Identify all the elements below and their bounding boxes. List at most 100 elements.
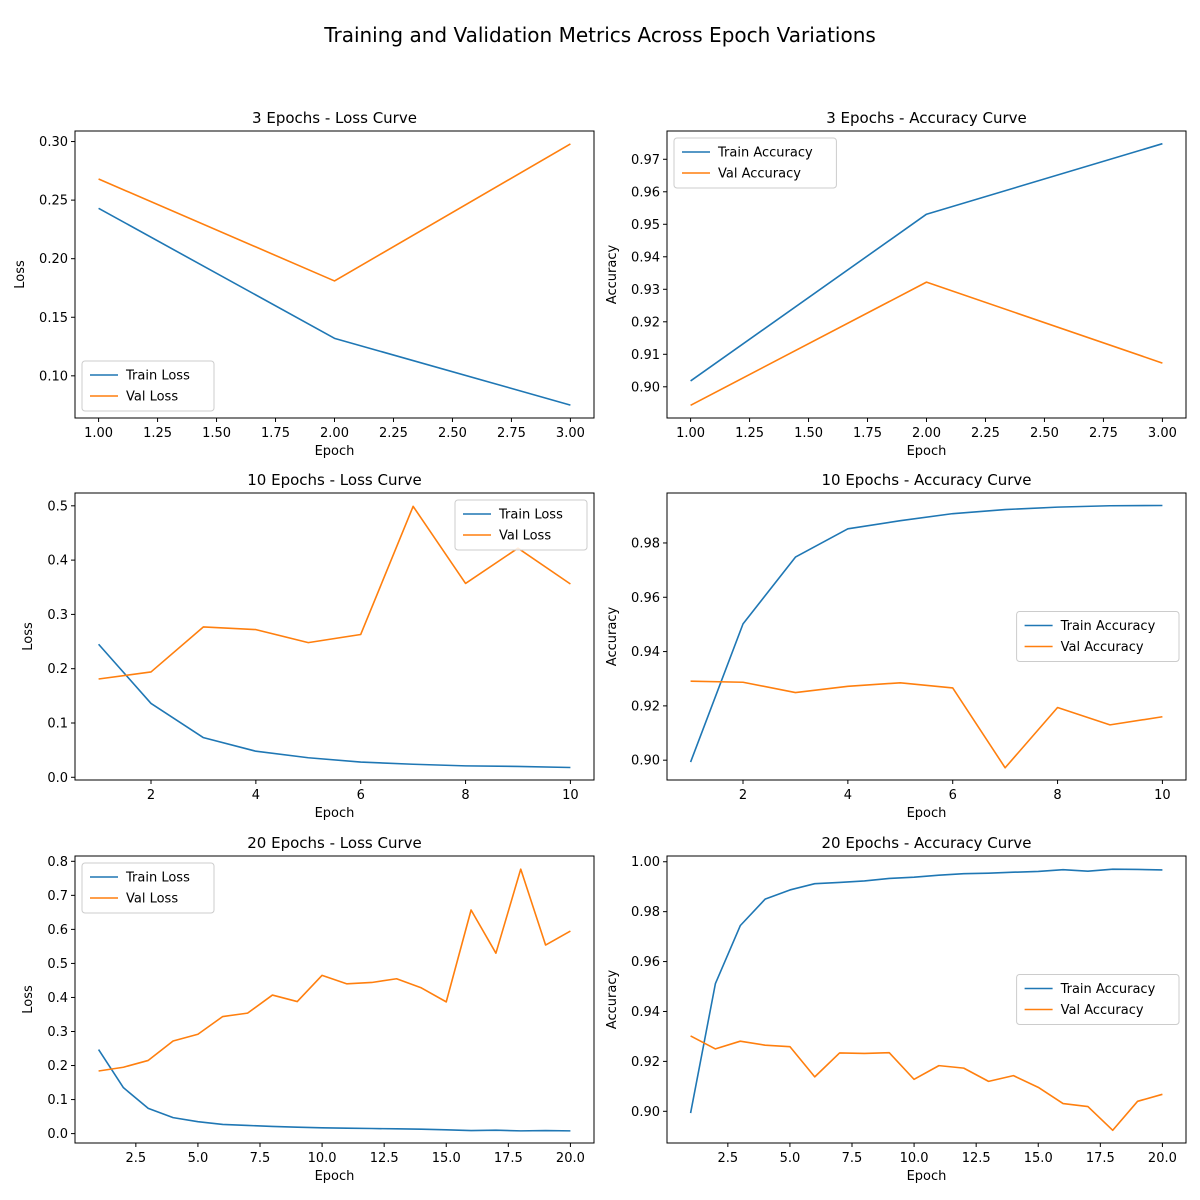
y-tick-label: 0.4 bbox=[47, 554, 68, 569]
y-tick-label: 0.92 bbox=[631, 315, 660, 330]
series-line-train-loss bbox=[97, 1049, 571, 1132]
x-tick-label: 6 bbox=[949, 788, 957, 803]
x-tick-label: 1.25 bbox=[143, 426, 172, 441]
x-tick-label: 8 bbox=[461, 788, 469, 803]
y-tick-label: 0.96 bbox=[631, 591, 660, 606]
y-tick-label: 0.2 bbox=[47, 662, 68, 677]
series-line-val-loss bbox=[98, 143, 571, 282]
series-line-val-accuracy bbox=[690, 281, 1163, 407]
y-tick-label: 0.5 bbox=[47, 957, 68, 972]
x-tick-label: 2.5 bbox=[717, 1151, 738, 1166]
legend-label-val-loss: Val Loss bbox=[126, 892, 178, 907]
y-tick-label: 0.10 bbox=[39, 369, 68, 384]
y-tick-label: 0.1 bbox=[47, 1093, 68, 1108]
y-tick-label: 0.6 bbox=[47, 923, 68, 938]
x-tick-label: 2.5 bbox=[125, 1151, 146, 1166]
y-tick-label: 0.30 bbox=[39, 135, 68, 150]
x-tick-label: 10.0 bbox=[900, 1151, 929, 1166]
x-tick-label: 1.25 bbox=[735, 426, 764, 441]
y-tick-label: 0.0 bbox=[47, 771, 68, 786]
x-tick-label: 2.75 bbox=[1089, 426, 1118, 441]
panel-3-epochs-loss: 3 Epochs - Loss Curve 1.00 1.25 1.50 1.75 2.0… bbox=[13, 109, 595, 459]
series-line-val-accuracy bbox=[690, 1035, 1163, 1132]
panel-3-epochs-accuracy: 3 Epochs - Accuracy Curve 1.00 1.25 1.50 1.7… bbox=[605, 109, 1187, 459]
x-tick-label: 2.00 bbox=[912, 426, 941, 441]
x-axis-label: Epoch bbox=[315, 444, 355, 459]
y-tick-label: 0.90 bbox=[631, 754, 660, 769]
x-tick-label: 15.0 bbox=[432, 1151, 461, 1166]
plot-frame bbox=[74, 130, 595, 419]
y-tick-label: 0.96 bbox=[631, 955, 660, 970]
y-tick-label: 0.94 bbox=[631, 250, 660, 265]
y-axis-label: Accuracy bbox=[605, 607, 620, 667]
x-tick-label: 17.5 bbox=[1086, 1151, 1115, 1166]
y-axis-label: Accuracy bbox=[605, 970, 620, 1030]
legend: Train Loss Val Loss bbox=[454, 499, 588, 551]
x-tick-label: 8 bbox=[1053, 788, 1061, 803]
legend-box bbox=[81, 862, 215, 914]
legend-label-train-accuracy: Train Accuracy bbox=[1060, 982, 1156, 997]
y-tick-label: 0.25 bbox=[39, 194, 68, 209]
x-axis-label: Epoch bbox=[907, 1169, 947, 1184]
y-tick-label: 0.2 bbox=[47, 1059, 68, 1074]
y-tick-label: 0.3 bbox=[47, 608, 68, 623]
legend-label-val-loss: Val Loss bbox=[499, 529, 551, 544]
panel-title: 3 Epochs - Loss Curve bbox=[252, 109, 417, 127]
y-tick-label: 0.91 bbox=[631, 348, 660, 363]
y-axis-label: Accuracy bbox=[605, 245, 620, 305]
plot-frame bbox=[666, 855, 1187, 1144]
series-line-train-accuracy bbox=[689, 868, 1163, 1114]
x-tick-label: 1.00 bbox=[84, 426, 113, 441]
legend-box bbox=[454, 499, 588, 551]
legend-label-val-loss: Val Loss bbox=[126, 390, 178, 405]
x-tick-label: 2.25 bbox=[379, 426, 408, 441]
y-tick-label: 0.98 bbox=[631, 905, 660, 920]
legend: Train Loss Val Loss bbox=[81, 360, 215, 412]
legend-box bbox=[1016, 611, 1180, 662]
x-axis-label: Epoch bbox=[315, 1169, 355, 1184]
x-tick-label: 2.50 bbox=[1030, 426, 1059, 441]
y-tick-label: 0.90 bbox=[631, 1105, 660, 1120]
y-tick-label: 0.15 bbox=[39, 311, 68, 326]
x-tick-label: 10.0 bbox=[308, 1151, 337, 1166]
x-tick-label: 1.50 bbox=[202, 426, 231, 441]
legend-label-train-loss: Train Loss bbox=[498, 508, 563, 523]
x-axis-label: Epoch bbox=[907, 444, 947, 459]
legend: Train Loss Val Loss bbox=[81, 862, 215, 914]
y-tick-label: 0.96 bbox=[631, 185, 660, 200]
x-tick-label: 2.50 bbox=[438, 426, 467, 441]
series-line-val-accuracy bbox=[690, 680, 1163, 769]
x-tick-label: 6 bbox=[357, 788, 365, 803]
legend-label-val-accuracy: Val Accuracy bbox=[718, 167, 801, 182]
legend-label-train-loss: Train Loss bbox=[125, 871, 190, 886]
y-axis-label: Loss bbox=[21, 985, 36, 1014]
legend-box bbox=[81, 360, 215, 412]
y-tick-label: 0.90 bbox=[631, 380, 660, 395]
y-tick-label: 0.98 bbox=[631, 536, 660, 551]
legend: Train Accuracy Val Accuracy bbox=[673, 137, 837, 189]
panel-20-epochs-accuracy: 20 Epochs - Accuracy Curve 2.5 5.0 7.5 10.0 1… bbox=[605, 834, 1187, 1184]
panel-title: 3 Epochs - Accuracy Curve bbox=[826, 109, 1027, 127]
x-tick-label: 7.5 bbox=[250, 1151, 271, 1166]
y-tick-label: 0.20 bbox=[39, 252, 68, 267]
legend-label-train-accuracy: Train Accuracy bbox=[1060, 619, 1156, 634]
y-axis-label: Loss bbox=[21, 622, 36, 651]
x-tick-label: 15.0 bbox=[1024, 1151, 1053, 1166]
y-axis-label: Loss bbox=[13, 260, 28, 289]
panel-title: 20 Epochs - Accuracy Curve bbox=[821, 834, 1031, 852]
series-line-train-accuracy bbox=[690, 142, 1163, 382]
y-tick-label: 0.97 bbox=[631, 153, 660, 168]
x-tick-label: 2.00 bbox=[320, 426, 349, 441]
y-tick-label: 0.1 bbox=[47, 716, 68, 731]
plot-frame bbox=[74, 855, 595, 1144]
x-tick-label: 20.0 bbox=[556, 1151, 585, 1166]
x-tick-label: 1.75 bbox=[853, 426, 882, 441]
y-tick-label: 0.7 bbox=[47, 889, 68, 904]
x-tick-label: 4 bbox=[844, 788, 852, 803]
y-tick-label: 0.92 bbox=[631, 699, 660, 714]
legend: Train Accuracy Val Accuracy bbox=[1016, 974, 1180, 1025]
x-tick-label: 2.75 bbox=[497, 426, 526, 441]
y-tick-label: 0.94 bbox=[631, 1005, 660, 1020]
y-tick-label: 0.92 bbox=[631, 1055, 660, 1070]
